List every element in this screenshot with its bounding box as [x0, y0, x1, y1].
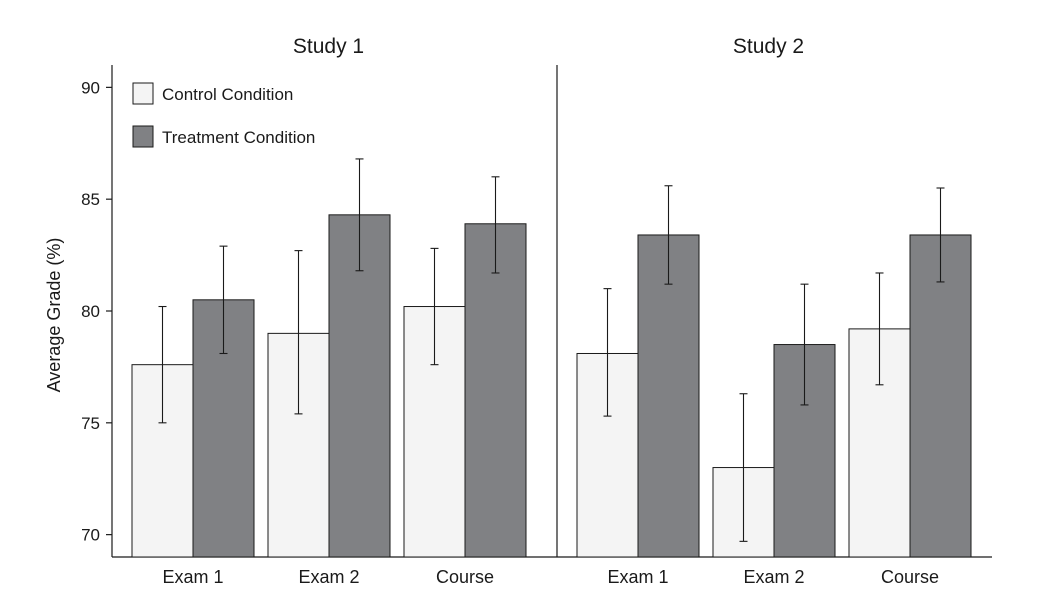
- legend-swatch: [132, 125, 154, 148]
- category-label: Course: [881, 567, 939, 587]
- category-label: Exam 1: [162, 567, 223, 587]
- legend-label: Control Condition: [162, 85, 293, 104]
- panel-title: Study 1: [293, 35, 364, 58]
- y-tick-label: 75: [81, 414, 100, 433]
- y-tick-label: 70: [81, 526, 100, 545]
- y-tick-label: 90: [81, 78, 100, 97]
- bars-layer: [131, 214, 972, 558]
- errorbars-layer: [158, 158, 945, 542]
- panel-title: Study 2: [733, 35, 804, 58]
- category-label: Exam 2: [743, 567, 804, 587]
- category-label: Exam 1: [607, 567, 668, 587]
- y-tick-label: 80: [81, 302, 100, 321]
- axes-layer: [106, 65, 992, 558]
- legend-label: Treatment Condition: [162, 128, 315, 147]
- category-label: Course: [436, 567, 494, 587]
- legend-layer: Control Condition Treatment Condition: [132, 82, 315, 148]
- labels-layer: 70 75 80 85 90 Average Grade (%) Study 1 Exam 1…: [44, 35, 939, 587]
- category-label: Exam 2: [298, 567, 359, 587]
- bar: [909, 234, 972, 558]
- legend-swatch: [132, 82, 154, 105]
- bar: [464, 223, 527, 558]
- y-axis-label: Average Grade (%): [44, 238, 64, 393]
- y-tick-label: 85: [81, 190, 100, 209]
- bar: [328, 214, 391, 558]
